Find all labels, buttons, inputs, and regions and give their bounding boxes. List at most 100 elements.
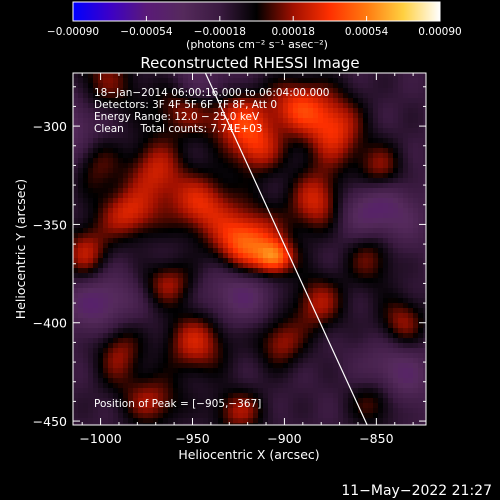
heatmap-cell (148, 243, 154, 249)
heatmap-cell (418, 388, 424, 394)
heatmap-cell (128, 343, 134, 349)
heatmap-cell (373, 353, 379, 359)
heatmap-cell (328, 178, 334, 184)
heatmap-cell (373, 368, 379, 374)
heatmap-cell (78, 363, 84, 369)
heatmap-cell (393, 263, 399, 269)
heatmap-cell (178, 283, 184, 289)
heatmap-cell (153, 173, 159, 179)
heatmap-cell (173, 158, 179, 164)
heatmap-cell (163, 203, 169, 209)
heatmap-cell (163, 338, 169, 344)
heatmap-cell (193, 293, 199, 299)
heatmap-cell (343, 113, 349, 119)
heatmap-cell (378, 263, 384, 269)
heatmap-cell (408, 138, 414, 144)
heatmap-cell (308, 153, 314, 159)
heatmap-cell (168, 328, 174, 334)
heatmap-cell (348, 183, 354, 189)
heatmap-cell (323, 148, 329, 154)
heatmap-cell (293, 113, 299, 119)
heatmap-cell (188, 313, 194, 319)
heatmap-cell (258, 338, 264, 344)
heatmap-cell (278, 113, 284, 119)
heatmap-cell (268, 83, 274, 89)
heatmap-cell (408, 413, 414, 419)
heatmap-cell (283, 188, 289, 194)
heatmap-cell (348, 218, 354, 224)
heatmap-cell (218, 388, 224, 394)
heatmap-cell (238, 353, 244, 359)
heatmap-cell (88, 148, 94, 154)
heatmap-cell (378, 403, 384, 409)
heatmap-cell (343, 278, 349, 284)
heatmap-cell (303, 383, 309, 389)
heatmap-cell (333, 128, 339, 134)
heatmap-cell (163, 298, 169, 304)
heatmap-cell (398, 148, 404, 154)
heatmap-cell (73, 248, 79, 254)
heatmap-cell (263, 243, 269, 249)
heatmap-cell (328, 168, 334, 174)
heatmap-cell (228, 373, 234, 379)
heatmap-cell (168, 128, 174, 134)
heatmap-cell (203, 113, 209, 119)
heatmap-cell (283, 393, 289, 399)
heatmap-cell (98, 348, 104, 354)
heatmap-cell (418, 333, 424, 339)
heatmap-cell (278, 323, 284, 329)
heatmap-cell (188, 193, 194, 199)
heatmap-cell (288, 173, 294, 179)
heatmap-cell (423, 363, 426, 369)
heatmap-cell (393, 393, 399, 399)
heatmap-cell (298, 298, 304, 304)
heatmap-cell (208, 183, 214, 189)
heatmap-cell (238, 383, 244, 389)
heatmap-cell (358, 333, 364, 339)
heatmap-cell (323, 198, 329, 204)
heatmap-cell (158, 98, 164, 104)
heatmap-cell (163, 88, 169, 94)
heatmap-cell (318, 283, 324, 289)
heatmap-cell (328, 198, 334, 204)
heatmap-cell (163, 253, 169, 259)
heatmap-cell (153, 78, 159, 84)
heatmap-cell (198, 363, 204, 369)
heatmap-cell (198, 368, 204, 374)
heatmap-cell (88, 338, 94, 344)
heatmap-cell (98, 233, 104, 239)
heatmap-cell (343, 98, 349, 104)
heatmap-cell (253, 253, 259, 259)
heatmap-cell (88, 238, 94, 244)
heatmap-cell (118, 238, 124, 244)
heatmap-cell (358, 108, 364, 114)
heatmap-cell (408, 218, 414, 224)
heatmap-cell (213, 313, 219, 319)
heatmap-cell (208, 88, 214, 94)
heatmap-cell (218, 408, 224, 414)
heatmap-cell (143, 238, 149, 244)
heatmap-cell (248, 103, 254, 109)
heatmap-cell (393, 173, 399, 179)
heatmap-cell (83, 128, 89, 134)
heatmap-cell (398, 223, 404, 229)
heatmap-cell (138, 353, 144, 359)
heatmap-cell (343, 318, 349, 324)
heatmap-cell (378, 333, 384, 339)
heatmap-cell (278, 213, 284, 219)
heatmap-cell (328, 358, 334, 364)
heatmap-cell (198, 383, 204, 389)
heatmap-cell (143, 173, 149, 179)
heatmap-cell (223, 303, 229, 309)
heatmap-cell (333, 193, 339, 199)
heatmap-cell (153, 378, 159, 384)
heatmap-cell (153, 388, 159, 394)
heatmap-cell (343, 333, 349, 339)
heatmap-cell (398, 258, 404, 264)
heatmap-cell (413, 258, 419, 264)
heatmap-cell (308, 268, 314, 274)
heatmap-cell (168, 298, 174, 304)
heatmap-cell (178, 378, 184, 384)
heatmap-cell (228, 243, 234, 249)
heatmap-cell (288, 413, 294, 419)
